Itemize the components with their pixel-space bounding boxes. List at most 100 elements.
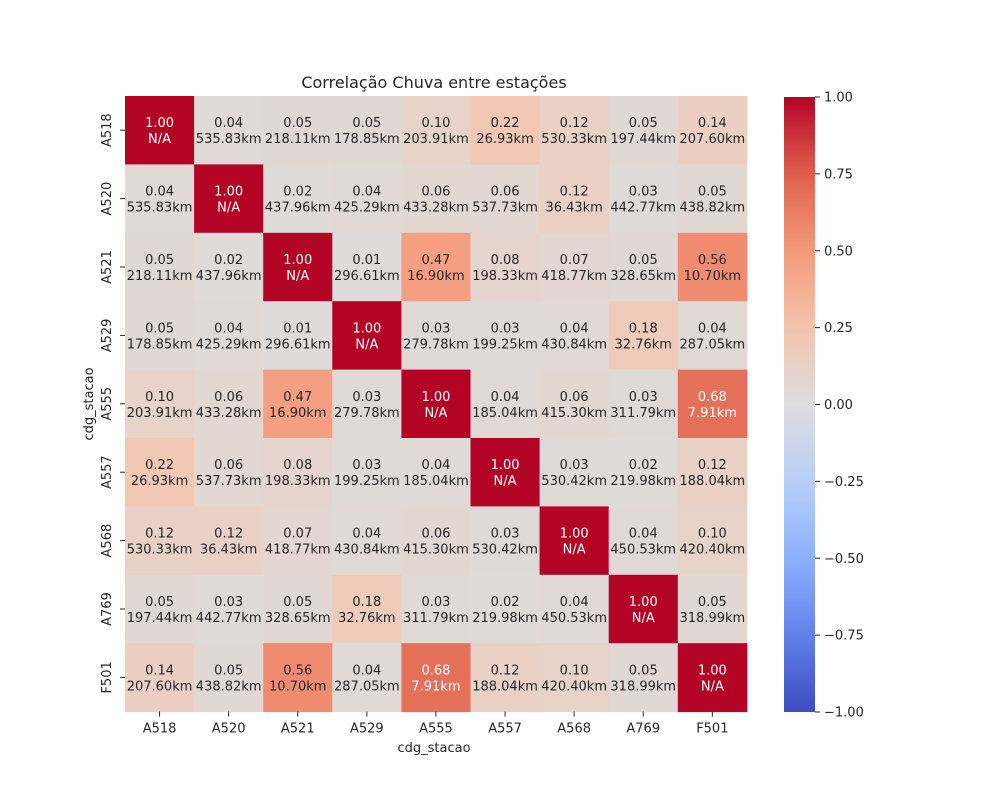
colorbar-tick-label: −0.50 xyxy=(824,552,864,567)
cell-label: 1.00 N/A xyxy=(283,253,312,284)
cell-label: 0.04 425.29km xyxy=(334,185,400,216)
cell-label: 0.02 437.96km xyxy=(265,185,331,216)
y-tick-label: A518 xyxy=(100,113,115,147)
cell-label: 0.04 287.05km xyxy=(680,321,746,352)
cell-label: 0.06 415.30km xyxy=(403,527,469,558)
cell-label: 0.03 442.77km xyxy=(610,185,676,216)
cell-label: 0.01 296.61km xyxy=(334,253,400,284)
colorbar-ticks: 1.00 0.75 0.50 0.25 0.00 −0.25 −0.50 −0.75 −1.00 xyxy=(815,91,864,721)
heatmap-cell xyxy=(332,506,402,576)
cell-label: 0.10 420.40km xyxy=(541,663,607,694)
heatmap-cell xyxy=(332,643,402,713)
heatmap-cell xyxy=(263,643,333,713)
cell-label: 0.47 16.90km xyxy=(269,390,326,421)
heatmap-cell xyxy=(263,232,333,302)
x-tick-label: A529 xyxy=(350,722,384,737)
heatmap-cell xyxy=(125,96,195,165)
heatmap-cell xyxy=(470,164,541,234)
x-tick-label: A520 xyxy=(212,722,246,737)
heatmap-cell xyxy=(608,438,679,507)
heatmap-cell xyxy=(470,574,541,644)
cell-label: 0.03 279.78km xyxy=(334,390,400,421)
heatmap-cell xyxy=(539,232,610,302)
cell-label: 0.03 311.79km xyxy=(403,595,469,626)
cell-label: 0.04 287.05km xyxy=(334,663,400,694)
cell-label: 0.22 26.93km xyxy=(131,458,188,489)
heatmap-cell xyxy=(539,506,610,576)
heatmap-cell xyxy=(608,643,679,713)
cell-label: 0.04 430.84km xyxy=(334,527,400,558)
heatmap-cell xyxy=(401,643,471,713)
colorbar-tick-label: 0.25 xyxy=(824,321,853,336)
cell-label: 0.03 442.77km xyxy=(196,595,262,626)
heatmap-cell xyxy=(470,643,541,713)
heatmap-cell xyxy=(194,301,264,371)
heatmap-cell xyxy=(608,164,679,234)
heatmap-cell xyxy=(470,438,541,507)
y-axis-label: cdg_stacao xyxy=(82,367,97,440)
cell-label: 0.04 450.53km xyxy=(610,527,676,558)
cell-label: 0.12 530.33km xyxy=(541,116,607,147)
heatmap-cell xyxy=(608,96,679,165)
cell-label: 0.07 418.77km xyxy=(265,527,331,558)
cell-label: 1.00 N/A xyxy=(629,595,658,626)
cell-label: 0.05 438.82km xyxy=(680,185,746,216)
cell-label: 0.03 530.42km xyxy=(472,527,538,558)
heatmap-cell xyxy=(263,438,333,507)
heatmap-cell xyxy=(608,506,679,576)
cell-label: 1.00 N/A xyxy=(560,527,589,558)
heatmap-cell xyxy=(608,232,679,302)
heatmap-cell xyxy=(470,232,541,302)
cell-label: 0.03 530.42km xyxy=(541,458,607,489)
heatmap-cell xyxy=(263,574,333,644)
x-tick-label: A518 xyxy=(143,722,177,737)
heatmap-cell xyxy=(677,96,748,165)
heatmap-cell xyxy=(677,301,748,371)
cell-label: 0.04 425.29km xyxy=(196,321,262,352)
heatmap-cell xyxy=(401,301,471,371)
cell-label: 0.03 311.79km xyxy=(610,390,676,421)
heatmap-cell xyxy=(332,574,402,644)
heatmap-cell xyxy=(263,96,333,165)
cell-label: 0.01 296.61km xyxy=(265,321,331,352)
heatmap-cell xyxy=(539,96,610,165)
cell-label: 0.12 36.43km xyxy=(200,527,257,558)
cell-label: 0.12 188.04km xyxy=(472,663,538,694)
cell-label: 0.47 16.90km xyxy=(407,253,464,284)
cell-label: 0.14 207.60km xyxy=(127,663,193,694)
heatmap-cell xyxy=(539,438,610,507)
cell-label: 0.04 450.53km xyxy=(541,595,607,626)
cell-label: 0.04 185.04km xyxy=(403,458,469,489)
colorbar-tick-label: −0.25 xyxy=(824,475,864,490)
heatmap-cell xyxy=(125,574,195,644)
heatmap-cell xyxy=(608,301,679,371)
heatmap-cell xyxy=(125,438,195,507)
heatmap-cell xyxy=(194,506,264,576)
colorbar-tick-label: 1.00 xyxy=(824,91,853,106)
cell-label: 0.04 430.84km xyxy=(541,321,607,352)
cell-label: 0.02 219.98km xyxy=(472,595,538,626)
x-tick-label: A769 xyxy=(626,722,660,737)
heatmap-cell xyxy=(539,574,610,644)
heatmap-cell xyxy=(401,506,471,576)
heatmap-cell xyxy=(194,574,264,644)
cell-label: 0.06 537.73km xyxy=(472,185,538,216)
cell-label: 0.12 188.04km xyxy=(680,458,746,489)
cell-label: 0.14 207.60km xyxy=(680,116,746,147)
cell-label: 0.05 318.99km xyxy=(610,663,676,694)
x-axis: A518 A520 A521 A529 A555 A557 A568 A769 F501 xyxy=(143,711,728,737)
heatmap-cell xyxy=(125,643,195,713)
heatmap-cell xyxy=(194,438,264,507)
heatmap-cell xyxy=(401,96,471,165)
heatmap-cell xyxy=(401,164,471,234)
y-tick-label: A529 xyxy=(100,319,115,353)
heatmap-cell xyxy=(470,506,541,576)
cell-label: 0.05 438.82km xyxy=(196,663,262,694)
heatmap-cell xyxy=(677,232,748,302)
heatmap-cell xyxy=(125,301,195,371)
heatmap-cell xyxy=(125,164,195,234)
cell-label: 0.10 203.91km xyxy=(403,116,469,147)
cell-label: 0.04 185.04km xyxy=(472,390,538,421)
cell-label: 0.06 433.28km xyxy=(403,185,469,216)
heatmap-cells xyxy=(125,96,748,713)
